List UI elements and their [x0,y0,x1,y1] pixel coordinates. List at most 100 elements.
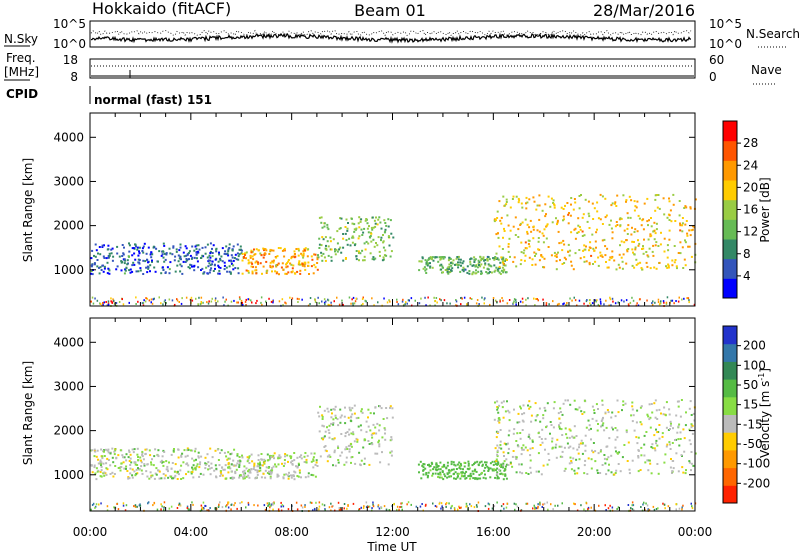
data-cell [542,464,545,467]
data-cell [348,406,351,409]
data-cell [330,301,332,304]
data-cell [689,207,692,210]
data-cell [495,266,498,269]
data-cell [221,466,223,469]
data-cell [265,300,267,303]
data-cell [314,508,316,511]
data-cell [332,408,335,411]
data-cell [462,260,465,263]
data-cell [116,503,118,505]
data-cell [330,502,332,505]
data-cell [172,246,175,249]
noise-trace [90,29,692,44]
data-cell [577,231,580,233]
data-cell [692,225,695,228]
data-cell [188,267,191,270]
data-cell [166,465,169,468]
data-cell [655,428,657,431]
data-cell [630,507,632,510]
data-cell [519,300,522,303]
data-cell [243,465,246,468]
data-cell [658,207,661,210]
data-cell [344,448,347,451]
data-cell [443,473,446,476]
data-cell [605,261,607,263]
data-cell [584,434,587,437]
data-cell [387,235,390,238]
data-cell [358,216,361,219]
data-cell [637,262,640,265]
data-cell [678,444,681,447]
data-cell [688,229,691,232]
data-cell [388,509,390,511]
data-cell [211,247,213,250]
data-cell [197,451,200,454]
data-cell [469,297,471,300]
x-tick-label: 20:00 [577,525,612,539]
data-cell [187,266,190,269]
data-cell [540,473,543,476]
data-cell [355,417,358,420]
data-cell [98,246,101,248]
data-cell [690,451,693,453]
velocity-ylabel: Slant Range [km] [21,361,35,465]
data-cell [93,263,96,266]
data-cell [352,433,355,436]
data-cell [241,501,243,504]
data-cell [318,247,321,249]
data-cell [315,459,318,462]
data-cell [242,303,244,306]
data-cell [683,297,685,300]
data-cell [620,256,623,259]
data-cell [537,240,540,243]
data-cell [235,258,238,261]
data-cell [257,464,260,467]
data-cell [556,219,559,222]
data-cell [455,299,457,301]
data-cell [378,216,381,219]
data-cell [350,432,353,435]
data-cell [337,501,340,504]
data-cell [632,251,634,254]
data-cell [656,463,659,465]
data-cell [513,502,516,505]
data-cell [535,507,538,510]
data-cell [126,259,129,262]
data-cell [325,244,327,247]
data-cell [480,259,483,262]
data-cell [214,507,216,510]
data-cell [491,468,494,471]
data-cell [499,299,501,302]
data-cell [677,405,680,408]
data-cell [562,208,565,210]
data-cell [558,242,561,245]
data-cell [679,415,682,418]
data-cell [350,445,353,448]
data-cell [478,303,480,305]
data-cell [245,475,248,478]
data-cell [564,427,567,430]
data-cell [329,455,332,458]
data-cell [499,473,502,475]
data-cell [140,461,143,464]
data-cell [592,451,595,454]
data-cell [599,218,602,221]
data-cell [390,438,393,441]
data-cell [377,236,380,239]
data-cell [656,444,659,447]
data-cell [570,203,572,206]
data-cell [397,303,400,306]
data-cell [368,463,371,466]
data-cell [149,471,152,474]
data-cell [326,223,329,226]
data-cell [635,258,638,261]
data-cell [178,301,180,303]
data-cell [191,256,194,259]
data-cell [681,298,683,301]
data-cell [598,504,600,507]
data-cell [318,501,321,504]
data-cell [221,506,224,509]
data-cell [521,448,524,451]
data-cell [122,502,125,505]
data-cell [455,263,458,266]
